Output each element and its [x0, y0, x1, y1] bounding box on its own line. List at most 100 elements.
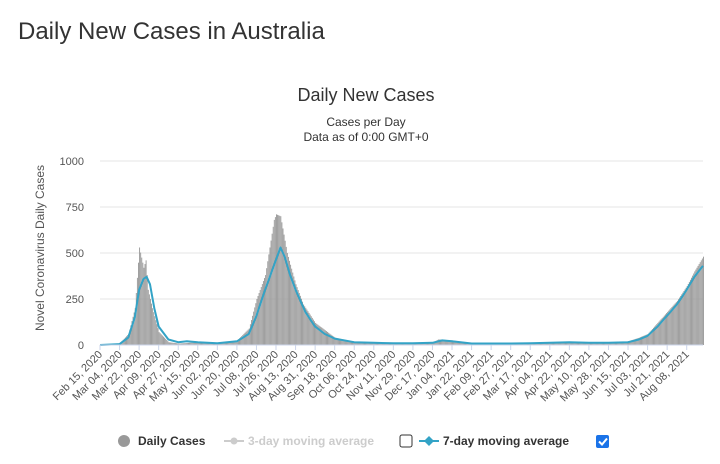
- daily-case-bar: [191, 342, 193, 345]
- daily-case-bar: [132, 316, 134, 345]
- daily-case-bar: [278, 215, 280, 345]
- daily-case-bar: [304, 306, 306, 345]
- daily-case-bar: [438, 339, 440, 345]
- daily-case-bar: [663, 315, 665, 345]
- daily-case-bar: [655, 325, 657, 345]
- daily-case-bar: [227, 341, 229, 345]
- daily-case-bar: [168, 342, 170, 345]
- daily-case-bar: [555, 342, 557, 345]
- legend-daily-marker-icon: [118, 435, 130, 447]
- daily-case-bar: [573, 342, 575, 345]
- daily-case-bar: [128, 333, 130, 345]
- daily-case-bar: [267, 261, 269, 345]
- daily-case-bar: [592, 342, 594, 345]
- daily-case-bar: [308, 312, 310, 345]
- daily-case-bar: [689, 279, 691, 345]
- legend-item-daily-cases[interactable]: Daily Cases: [118, 434, 206, 448]
- daily-case-bar: [169, 342, 171, 345]
- daily-case-bar: [695, 269, 697, 345]
- daily-case-bar: [334, 337, 336, 345]
- daily-case-bar: [620, 341, 622, 345]
- daily-case-bar: [142, 262, 144, 345]
- daily-case-bar: [254, 307, 256, 345]
- legend-daily-label: Daily Cases: [138, 434, 206, 448]
- daily-case-bar: [650, 330, 652, 345]
- daily-case-bar: [565, 342, 566, 345]
- daily-case-bar: [201, 342, 202, 345]
- daily-case-bar: [161, 335, 163, 345]
- daily-case-bar: [177, 343, 179, 345]
- daily-case-bar: [146, 275, 148, 345]
- daily-case-bar: [543, 342, 545, 345]
- daily-case-bar: [171, 342, 173, 345]
- daily-case-bar: [140, 252, 142, 345]
- legend-item-3day-average[interactable]: 3-day moving average: [224, 434, 374, 448]
- daily-case-bar: [596, 342, 598, 345]
- daily-case-bar: [583, 342, 585, 345]
- y-tick-label: 1000: [60, 156, 84, 168]
- daily-case-bar: [610, 342, 612, 345]
- daily-case-bar: [642, 336, 644, 345]
- daily-case-bar: [567, 342, 569, 345]
- daily-case-bar: [639, 337, 641, 345]
- daily-case-bar: [452, 340, 453, 345]
- legend-7day-checkbox[interactable]: [596, 435, 609, 448]
- daily-case-bar: [123, 338, 125, 345]
- daily-case-bar: [612, 342, 614, 345]
- daily-case-bar: [659, 320, 661, 345]
- daily-case-bar: [222, 342, 224, 345]
- daily-case-bar: [176, 343, 177, 345]
- daily-case-bar: [160, 334, 162, 345]
- daily-case-bar: [646, 334, 648, 345]
- daily-case-bar: [141, 257, 143, 345]
- daily-case-bar: [461, 341, 463, 345]
- daily-case-bar: [192, 342, 194, 345]
- daily-case-bar: [603, 342, 604, 345]
- daily-case-bar: [323, 329, 325, 345]
- daily-case-bar: [580, 342, 582, 345]
- legend-3day-checkbox[interactable]: [399, 434, 413, 448]
- daily-case-bar: [281, 222, 283, 345]
- daily-case-bar: [629, 340, 631, 345]
- daily-case-bar: [381, 343, 383, 345]
- daily-case-bar: [647, 333, 649, 345]
- daily-case-bar: [429, 342, 431, 345]
- daily-case-bar: [454, 340, 456, 345]
- daily-case-bar: [574, 342, 576, 345]
- daily-case-bar: [138, 262, 139, 345]
- daily-case-bar: [685, 287, 687, 345]
- daily-case-bar: [370, 343, 372, 345]
- daily-case-bar: [593, 342, 595, 345]
- daily-case-bar: [554, 342, 556, 345]
- daily-case-bar: [209, 342, 211, 345]
- daily-case-bar: [359, 342, 361, 345]
- daily-case-bar: [339, 338, 340, 345]
- daily-case-bar: [164, 337, 166, 345]
- chart-title: Daily New Cases: [297, 85, 434, 105]
- daily-case-bar: [342, 339, 344, 345]
- daily-case-bar: [394, 343, 396, 345]
- daily-case-bar: [350, 341, 352, 345]
- daily-case-bar: [679, 297, 681, 345]
- daily-case-bar: [353, 341, 355, 345]
- daily-case-bar: [701, 258, 703, 345]
- daily-case-bar: [174, 343, 176, 345]
- daily-case-bar: [656, 324, 658, 345]
- daily-case-bar: [179, 343, 181, 345]
- daily-case-bar: [324, 330, 326, 345]
- daily-case-bar: [541, 342, 543, 345]
- legend-item-7day-average[interactable]: 7-day moving average: [419, 434, 569, 448]
- daily-case-bar: [302, 301, 304, 345]
- daily-case-bar: [669, 309, 671, 345]
- daily-case-bar: [553, 342, 554, 345]
- daily-case-bar: [257, 296, 259, 345]
- daily-case-bar: [374, 343, 376, 345]
- daily-case-bar: [617, 342, 619, 345]
- daily-case-bar: [566, 342, 568, 345]
- moving-average-line: [99, 246, 704, 346]
- daily-case-bar: [396, 343, 398, 345]
- daily-case-bar: [255, 303, 257, 345]
- daily-case-bar: [590, 342, 591, 345]
- daily-case-bar: [431, 342, 433, 345]
- daily-case-bar: [696, 267, 698, 345]
